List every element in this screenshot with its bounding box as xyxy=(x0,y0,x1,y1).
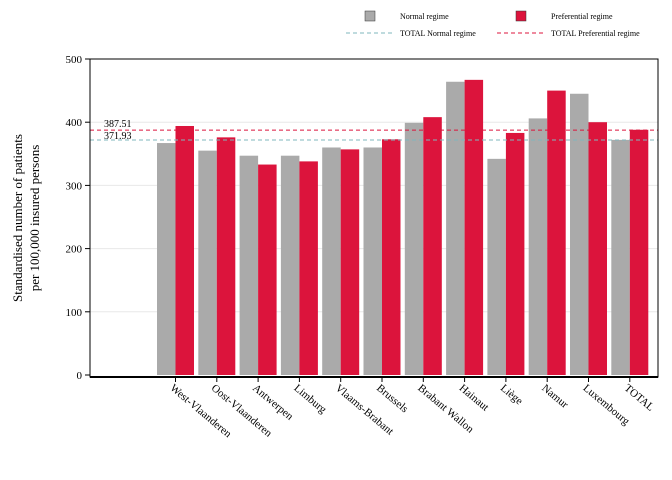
axes: 0100200300400500West-VlaanderenOost-Vlaa… xyxy=(66,54,659,441)
bar-preferential-regime xyxy=(299,161,318,375)
y-axis-title-line: Standardised number of patients xyxy=(10,134,25,302)
y-axis-title: Standardised number of patients per 100,0… xyxy=(10,134,42,302)
bar-normal-regime xyxy=(487,158,506,375)
x-tick-label: Namur xyxy=(539,382,570,411)
bars xyxy=(157,79,649,376)
x-tick-label: TOTAL xyxy=(622,382,657,414)
bar-preferential-regime xyxy=(340,149,360,375)
x-tick-label: Liège xyxy=(498,382,525,407)
x-tick-label: Hainaut xyxy=(457,382,491,414)
legend: Normal regime Preferential regime TOTAL No… xyxy=(346,10,640,38)
y-tick-label: 100 xyxy=(66,307,83,319)
reference-line-label: 387.51 xyxy=(104,119,132,130)
bar-normal-regime xyxy=(322,147,341,375)
bar-normal-regime xyxy=(363,147,382,375)
y-tick-label: 400 xyxy=(66,117,83,129)
legend-swatch-normal xyxy=(364,10,376,22)
bar-preferential-regime xyxy=(629,129,649,375)
x-tick-label: Limburg xyxy=(291,382,328,416)
legend-label-normal: Normal regime xyxy=(400,12,449,21)
y-tick-label: 0 xyxy=(77,370,83,382)
bar-normal-regime xyxy=(280,155,300,375)
bar-normal-regime xyxy=(198,150,217,375)
bar-preferential-regime xyxy=(216,137,236,375)
bar-preferential-regime xyxy=(588,122,607,375)
bar-normal-regime xyxy=(446,81,465,375)
bar-normal-regime xyxy=(404,122,424,375)
legend-label-preferential: Preferential regime xyxy=(551,12,613,21)
bar-normal-regime xyxy=(239,155,259,375)
bar-preferential-regime xyxy=(464,79,484,375)
y-tick-label: 500 xyxy=(66,54,83,66)
bar-normal-regime xyxy=(157,143,176,375)
y-tick-label: 300 xyxy=(66,180,83,192)
bar-preferential-regime xyxy=(547,90,566,375)
legend-swatch-preferential xyxy=(515,10,527,22)
x-tick-label: Brussels xyxy=(374,382,410,415)
bar-preferential-regime xyxy=(505,132,525,375)
bar-normal-regime xyxy=(570,93,589,375)
bar-preferential-regime xyxy=(423,117,442,376)
y-tick-label: 200 xyxy=(66,244,83,256)
legend-label-total-preferential: TOTAL Preferential regime xyxy=(551,29,640,38)
legend-label-total-normal: TOTAL Normal regime xyxy=(400,29,476,38)
y-axis-title-line: per 100,000 insured persons xyxy=(27,145,42,292)
bar-preferential-regime xyxy=(175,125,194,375)
bar-normal-regime xyxy=(528,118,548,376)
bar-normal-regime xyxy=(611,139,630,375)
reference-line-label: 371.93 xyxy=(104,131,132,142)
bar-preferential-regime xyxy=(382,139,401,375)
bar-preferential-regime xyxy=(258,164,277,375)
